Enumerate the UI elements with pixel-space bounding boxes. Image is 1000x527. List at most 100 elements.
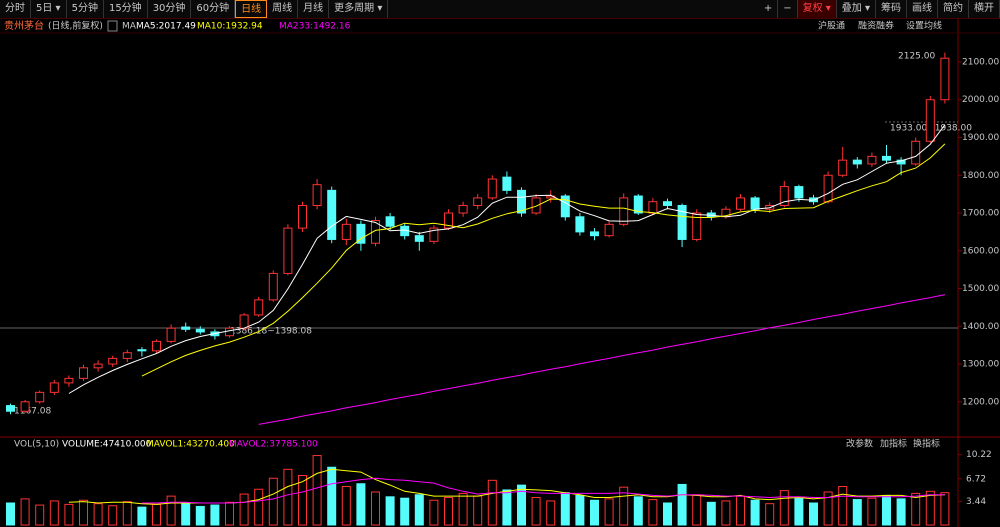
ma-line: [68, 124, 946, 394]
candle-body: [371, 220, 380, 244]
candle-body: [35, 391, 45, 403]
volume-bar: [560, 492, 570, 526]
candle-body: [20, 401, 30, 412]
volume-bar: [575, 494, 585, 526]
tool-button[interactable]: 复权: [797, 0, 837, 18]
candle-body: [239, 314, 249, 329]
stock-name: 贵州茅台: [4, 19, 44, 32]
volume-bar: [604, 498, 614, 526]
period-tab[interactable]: 分时: [0, 0, 31, 18]
volume-bar: [254, 488, 264, 526]
indicator-button[interactable]: 换指标: [913, 438, 940, 450]
candle-body: [736, 197, 745, 210]
volume-bar: [896, 498, 906, 526]
volume-bar: [239, 493, 249, 526]
candle-body: [341, 223, 351, 240]
tool-button[interactable]: −: [778, 0, 798, 18]
volume-bar: [633, 496, 643, 526]
period-tab[interactable]: 15分钟: [104, 0, 148, 18]
volume-bar: [648, 499, 658, 526]
candle-body: [677, 204, 687, 240]
volume-bar: [502, 489, 512, 526]
candle-body: [911, 140, 921, 165]
volume-bar: [838, 486, 848, 526]
legend-entry: MA233:1492.16: [279, 22, 351, 32]
period-tab[interactable]: 更多周期: [329, 0, 389, 18]
candle-body: [882, 155, 891, 161]
candle-body: [575, 216, 585, 233]
link[interactable]: 融资融券: [858, 20, 894, 32]
volume-bar: [49, 500, 59, 526]
candle-body: [444, 212, 453, 229]
candle-body: [195, 328, 205, 333]
candle-body: [458, 204, 468, 214]
volume-bar: [122, 501, 132, 526]
volume-bar: [225, 501, 234, 526]
volume-bar: [765, 503, 775, 526]
spacer: [388, 0, 758, 18]
candle-body: [502, 176, 512, 191]
candle-body: [517, 189, 526, 214]
candle-body: [254, 299, 264, 316]
candle-body: [49, 382, 59, 393]
volume-bar: [108, 505, 118, 526]
volume-bar: [590, 499, 599, 526]
candle-body: [93, 363, 103, 369]
y-tick-label: 10.22: [966, 450, 992, 460]
candle-body: [473, 197, 483, 206]
y-tick-label: 1300.00: [962, 360, 999, 370]
volume-bar: [911, 492, 921, 526]
link[interactable]: 沪股通: [818, 20, 845, 32]
tool-button[interactable]: 叠加: [837, 0, 876, 18]
annotation: 1386.18~1398.08: [230, 327, 312, 337]
candle-body: [896, 159, 906, 165]
volume-bar: [137, 506, 147, 526]
period-tab[interactable]: 日线: [235, 0, 268, 18]
volume-bar: [663, 502, 672, 526]
tool-button[interactable]: +: [759, 0, 779, 18]
tool-button[interactable]: 画线: [907, 0, 938, 18]
indicator-button[interactable]: 加指标: [880, 438, 907, 450]
candle-body: [619, 197, 629, 225]
period-tab[interactable]: 30分钟: [148, 0, 192, 18]
tool-button[interactable]: 横开: [969, 0, 1000, 18]
tool-button[interactable]: 筹码: [876, 0, 907, 18]
period-tab[interactable]: 60分钟: [191, 0, 236, 18]
y-tick-label: 2000.00: [962, 95, 999, 105]
candle-body: [633, 195, 643, 214]
volume-bar: [385, 496, 395, 526]
volume-label: VOLUME:47410.000: [62, 440, 152, 450]
candle-body: [122, 352, 132, 359]
candle-body: [560, 195, 570, 218]
volume-bar: [823, 491, 833, 526]
volume-bar: [706, 501, 716, 526]
volume-bar: [677, 483, 687, 526]
volume-bar: [283, 468, 293, 526]
candle-body: [64, 377, 74, 384]
volume-bar: [429, 499, 439, 526]
period-tab[interactable]: 5分钟: [67, 0, 104, 18]
candle-body: [531, 197, 541, 214]
indicator-button[interactable]: 改参数: [846, 438, 873, 450]
volume-bar: [371, 491, 380, 526]
y-tick-label: 1200.00: [962, 397, 999, 407]
link[interactable]: 设置均线: [906, 20, 942, 32]
period-tab[interactable]: 周线: [267, 0, 299, 18]
indicator-name: MA: [122, 22, 137, 32]
volume-bar: [35, 504, 45, 526]
tool-button[interactable]: 简约: [938, 0, 969, 18]
volume-bar: [531, 497, 541, 526]
y-tick-label: 2100.00: [962, 57, 999, 67]
annotation: 2125.00: [898, 52, 935, 62]
help-box: [107, 20, 118, 32]
volume-bar: [750, 499, 760, 526]
period-tab[interactable]: 月线: [298, 0, 330, 18]
candle-body: [166, 327, 176, 342]
volume-bar: [210, 504, 220, 526]
period-tab[interactable]: 5日: [31, 0, 67, 18]
candle-body: [692, 212, 702, 240]
candle-body: [108, 357, 118, 365]
legend-entry: MA5:2017.49: [136, 22, 196, 32]
volume-bar: [794, 497, 804, 526]
volume-bar: [867, 497, 877, 526]
